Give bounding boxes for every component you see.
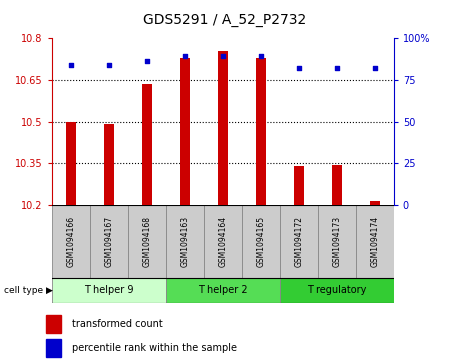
Bar [370,201,379,205]
Point [143,58,150,64]
Bar [166,278,280,303]
Bar [52,278,166,303]
Text: transformed count: transformed count [72,319,162,330]
Bar [332,165,342,205]
Bar [46,339,61,357]
Text: T regulatory: T regulatory [307,285,366,295]
Text: T helper 2: T helper 2 [198,285,248,295]
Bar [46,315,61,333]
Text: GSM1094172: GSM1094172 [294,216,303,267]
Text: GDS5291 / A_52_P2732: GDS5291 / A_52_P2732 [144,13,306,27]
Point [219,54,226,60]
Bar [280,278,394,303]
Bar [180,58,189,205]
Text: GSM1094165: GSM1094165 [256,216,265,267]
Point [181,54,189,60]
Text: T helper 9: T helper 9 [84,285,134,295]
Text: GSM1094167: GSM1094167 [104,216,113,267]
Text: GSM1094174: GSM1094174 [370,216,379,267]
Bar [104,125,113,205]
Point [295,65,302,71]
Text: GSM1094164: GSM1094164 [218,216,227,267]
Bar [318,205,356,278]
Bar [90,205,128,278]
Bar [128,205,166,278]
Bar [256,58,265,205]
Text: GSM1094168: GSM1094168 [142,216,151,267]
Bar [204,205,242,278]
Point [257,54,264,60]
Bar [218,50,228,205]
Text: cell type ▶: cell type ▶ [4,286,54,295]
Bar [356,205,394,278]
Bar [66,122,76,205]
Bar [280,205,318,278]
Point [105,62,112,68]
Text: GSM1094166: GSM1094166 [66,216,75,267]
Point [371,65,378,71]
Bar [142,84,152,205]
Text: percentile rank within the sample: percentile rank within the sample [72,343,237,353]
Text: GSM1094163: GSM1094163 [180,216,189,267]
Text: GSM1094173: GSM1094173 [332,216,341,267]
Point [67,62,74,68]
Bar [242,205,280,278]
Bar [294,166,303,205]
Bar [166,205,204,278]
Point [333,65,340,71]
Bar [52,205,90,278]
